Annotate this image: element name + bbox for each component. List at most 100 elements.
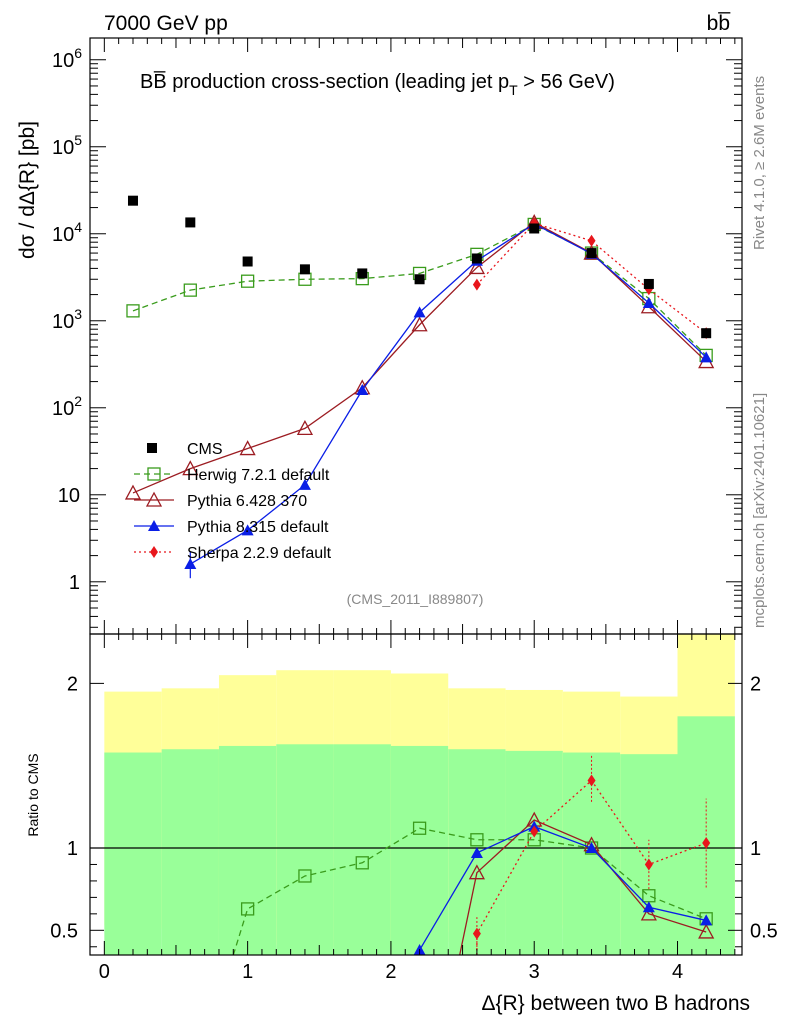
uncertainty-band-green xyxy=(390,745,449,955)
chart-title: BB̅ production cross-section (leading je… xyxy=(140,70,615,98)
filled-triangle-marker xyxy=(148,520,160,531)
open-triangle-marker xyxy=(145,491,163,507)
filled-triangle-marker xyxy=(470,846,483,858)
y-tick-label: 105 xyxy=(52,132,82,159)
uncertainty-band-green xyxy=(218,745,277,955)
legend-label: Pythia 6.428 370 xyxy=(187,493,307,510)
filled-diamond-marker xyxy=(472,278,481,291)
uncertainty-band-green xyxy=(104,752,162,955)
uncertainty-band-green xyxy=(161,749,219,955)
legend-label: Herwig 7.2.1 default xyxy=(187,467,330,484)
legend-label: Pythia 8.315 default xyxy=(187,519,329,536)
filled-square-marker xyxy=(701,328,712,339)
open-triangle-marker xyxy=(296,419,314,436)
open-square-marker xyxy=(355,856,369,870)
x-tick-label: 2 xyxy=(385,961,396,983)
filled-square-marker xyxy=(643,278,654,289)
open-triangle-marker xyxy=(239,440,256,456)
filled-square-marker xyxy=(471,253,482,264)
uncertainty-band-green xyxy=(333,744,391,955)
x-tick-label: 4 xyxy=(672,961,683,983)
filled-square-marker xyxy=(185,217,196,228)
open-square-marker xyxy=(147,467,161,481)
uncertainty-band-green xyxy=(276,744,334,955)
x-tick-label: 1 xyxy=(242,961,253,983)
legend-entry: Sherpa 2.2.9 default xyxy=(134,545,332,562)
y-tick-label: 102 xyxy=(52,393,82,420)
series-line-ratio xyxy=(476,779,707,955)
ratio-tick-label-right: 1 xyxy=(750,838,761,860)
legend: CMS Herwig 7.2.1 default Pythia 6.428 370 P… xyxy=(134,441,332,562)
open-triangle-marker xyxy=(182,460,199,476)
filled-square-marker xyxy=(529,223,540,234)
legend-entry: Pythia 8.315 default xyxy=(134,519,329,536)
header-energy-label: 7000 GeV pp xyxy=(104,12,228,35)
open-triangle-marker xyxy=(468,864,485,880)
filled-square-marker xyxy=(127,195,138,206)
filled-triangle-marker xyxy=(700,351,713,363)
ratio-tick-label-right: 2 xyxy=(750,673,761,695)
filled-diamond-marker xyxy=(587,234,596,247)
filled-square-marker xyxy=(586,248,597,259)
analysis-id: (CMS_2011_I889807) xyxy=(347,591,484,607)
filled-triangle-marker xyxy=(241,524,254,536)
filled-diamond-marker xyxy=(530,825,539,838)
series-line-main xyxy=(476,222,707,334)
filled-square-marker xyxy=(147,443,157,453)
legend-entry: Pythia 6.428 370 xyxy=(134,491,307,510)
rivet-version-label: Rivet 4.1.0, ≥ 2.6M events xyxy=(751,76,768,250)
y-tick-label: 106 xyxy=(52,45,82,72)
series-line-main xyxy=(132,223,707,356)
ratio-tick-label-right: 0.5 xyxy=(750,920,778,942)
ratio-tick-label-left: 0.5 xyxy=(50,920,78,942)
uncertainty-band-green xyxy=(620,754,678,955)
open-square-marker xyxy=(183,283,197,297)
x-tick-label: 0 xyxy=(99,961,110,983)
open-triangle-marker xyxy=(698,923,715,939)
filled-triangle-marker xyxy=(356,384,369,396)
y-axis-label-main: dσ / dΔ{R} [pb] xyxy=(16,121,39,259)
open-triangle-marker xyxy=(411,316,428,332)
ratio-tick-label-left: 1 xyxy=(67,838,78,860)
filled-triangle-marker xyxy=(642,297,655,309)
y-tick-label: 103 xyxy=(52,306,82,333)
filled-square-marker xyxy=(242,256,253,267)
series-line-main xyxy=(189,223,707,565)
x-axis-label: Δ{R} between two B hadrons xyxy=(481,992,750,1015)
series-line-ratio xyxy=(232,827,707,956)
series-line-ratio xyxy=(459,819,707,956)
open-square-marker xyxy=(126,304,140,318)
filled-triangle-marker xyxy=(642,901,655,913)
open-square-marker xyxy=(240,902,255,916)
y-tick-label: 1 xyxy=(69,572,80,594)
series-line-ratio xyxy=(419,825,707,951)
ratio-plot-frame xyxy=(89,633,743,956)
header-process-label: bb̅ xyxy=(707,12,732,35)
filled-triangle-marker xyxy=(298,478,311,490)
filled-square-marker xyxy=(299,264,310,275)
legend-label: Sherpa 2.2.9 default xyxy=(187,545,332,562)
x-tick-label: 3 xyxy=(529,961,540,983)
filled-square-marker xyxy=(414,274,425,285)
filled-triangle-marker xyxy=(700,914,713,926)
legend-entry: Herwig 7.2.1 default xyxy=(134,467,330,484)
legend-label: CMS xyxy=(187,441,223,458)
y-tick-label: 10 xyxy=(58,485,80,507)
y-tick-label: 104 xyxy=(52,219,82,246)
legend-entry: CMS xyxy=(147,441,223,458)
open-square-marker xyxy=(470,833,484,847)
open-square-marker xyxy=(240,274,255,288)
open-triangle-marker xyxy=(124,484,142,500)
open-square-marker xyxy=(412,821,427,835)
y-axis-label-ratio: Ratio to CMS xyxy=(25,753,41,836)
ratio-tick-label-left: 2 xyxy=(67,673,78,695)
filled-square-marker xyxy=(357,268,368,279)
filled-diamond-marker xyxy=(150,546,158,558)
main-axes: 1 10 102 103 104 105 106 xyxy=(52,38,742,955)
filled-triangle-marker xyxy=(585,842,598,853)
uncertainty-band-green xyxy=(505,750,563,955)
ratio-panel xyxy=(90,634,742,956)
open-triangle-marker xyxy=(468,259,485,275)
main-panel xyxy=(124,195,715,579)
